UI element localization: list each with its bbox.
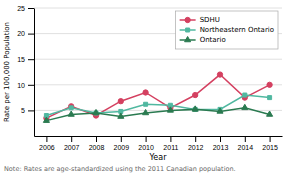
legend: SDHU Northeastern Ontario Ontario bbox=[176, 11, 278, 49]
x-axis: 2006 2007 2008 2009 2010 2011 2012 2013 2014 2015 bbox=[35, 136, 283, 151]
x-tick: 2010 bbox=[138, 136, 154, 151]
marker bbox=[192, 106, 198, 111]
marker bbox=[217, 72, 222, 77]
y-tick-label: 20 bbox=[17, 30, 25, 37]
x-tick-mark bbox=[195, 136, 196, 142]
x-tick: 2009 bbox=[114, 136, 130, 151]
y-axis-title: Rate per 100,000 Population bbox=[3, 22, 11, 122]
x-tick-label: 2008 bbox=[89, 144, 105, 151]
x-tick-mark bbox=[96, 136, 97, 142]
x-tick-label: 2013 bbox=[213, 144, 229, 151]
x-tick-label: 2006 bbox=[39, 144, 55, 151]
series bbox=[44, 72, 272, 121]
marker bbox=[69, 106, 73, 110]
x-tick-mark bbox=[245, 136, 246, 142]
y-tick-label: 15 bbox=[17, 56, 25, 63]
marker bbox=[118, 99, 123, 104]
y-tick: 25 bbox=[17, 5, 34, 12]
legend-marker bbox=[185, 17, 190, 22]
y-tick: 15 bbox=[17, 56, 34, 63]
x-tick-mark bbox=[71, 136, 72, 142]
marker bbox=[93, 109, 99, 114]
series bbox=[43, 104, 272, 122]
y-tick-label: 5 bbox=[21, 107, 25, 114]
y-axis: 5 10 15 20 25 bbox=[17, 5, 34, 137]
x-tick: 2007 bbox=[64, 136, 80, 151]
series-line bbox=[46, 108, 269, 121]
x-tick-mark bbox=[146, 136, 147, 142]
x-tick: 2006 bbox=[39, 136, 55, 151]
marker bbox=[267, 82, 272, 87]
x-tick-mark bbox=[220, 136, 221, 142]
marker bbox=[69, 104, 74, 109]
plot-area: 2006200720082009201020112012201320142015… bbox=[17, 5, 282, 151]
y-tick-label: 10 bbox=[17, 82, 25, 89]
note: Note: Rates are age-standardized using t… bbox=[4, 165, 236, 173]
x-tick-label: 2014 bbox=[238, 144, 254, 151]
y-axis-line bbox=[34, 9, 35, 137]
marker bbox=[268, 96, 272, 100]
legend-marker bbox=[186, 28, 190, 32]
y-tick-mark bbox=[28, 59, 34, 60]
x-tick-label: 2009 bbox=[114, 144, 130, 151]
legend-label: SDHU bbox=[200, 16, 220, 24]
y-tick: 20 bbox=[17, 30, 34, 37]
x-tick: 2011 bbox=[163, 136, 178, 151]
legend-entry: Northeastern Ontario bbox=[180, 26, 274, 34]
marker bbox=[143, 109, 149, 114]
y-tick-label: 25 bbox=[17, 5, 25, 12]
grid-line bbox=[34, 84, 282, 85]
marker bbox=[167, 107, 173, 112]
legend-frame bbox=[176, 11, 278, 49]
grid-line bbox=[34, 8, 282, 9]
y-tick-mark bbox=[28, 110, 34, 111]
x-tick: 2015 bbox=[262, 136, 278, 151]
series-line bbox=[46, 95, 269, 115]
series-group bbox=[43, 72, 272, 122]
x-tick-mark bbox=[46, 136, 47, 142]
legend-label: Northeastern Ontario bbox=[200, 26, 274, 34]
marker bbox=[43, 117, 49, 122]
legend-entry: Ontario bbox=[180, 36, 226, 44]
legend-entry: SDHU bbox=[180, 16, 220, 24]
grid bbox=[34, 8, 282, 110]
x-tick-mark bbox=[170, 136, 171, 142]
legend-label: Ontario bbox=[200, 36, 226, 44]
marker bbox=[143, 90, 148, 95]
x-tick-mark bbox=[121, 136, 122, 142]
y-tick-mark bbox=[28, 8, 34, 9]
y-tick-mark bbox=[28, 85, 34, 86]
chart: 2006200720082009201020112012201320142015… bbox=[0, 0, 290, 174]
x-tick: 2014 bbox=[238, 136, 254, 151]
grid-line bbox=[34, 59, 282, 60]
marker bbox=[144, 102, 148, 106]
y-tick: 10 bbox=[17, 82, 34, 89]
marker bbox=[242, 104, 248, 109]
marker bbox=[267, 111, 273, 116]
x-tick-label: 2015 bbox=[262, 144, 278, 151]
x-tick: 2008 bbox=[89, 136, 105, 151]
marker bbox=[118, 113, 124, 118]
x-tick: 2012 bbox=[188, 136, 204, 151]
marker bbox=[68, 111, 74, 116]
x-tick-label: 2011 bbox=[163, 144, 178, 151]
x-tick-mark bbox=[270, 136, 271, 142]
marker bbox=[243, 93, 247, 97]
marker bbox=[193, 92, 198, 97]
marker bbox=[217, 108, 223, 113]
legend-marker bbox=[185, 36, 191, 41]
x-tick: 2013 bbox=[213, 136, 229, 151]
x-axis-title: Year bbox=[149, 153, 168, 162]
x-tick-label: 2010 bbox=[138, 144, 154, 151]
x-tick-label: 2007 bbox=[64, 144, 80, 151]
y-tick-mark bbox=[28, 34, 34, 35]
x-tick-label: 2012 bbox=[188, 144, 204, 151]
y-tick: 5 bbox=[21, 107, 34, 114]
